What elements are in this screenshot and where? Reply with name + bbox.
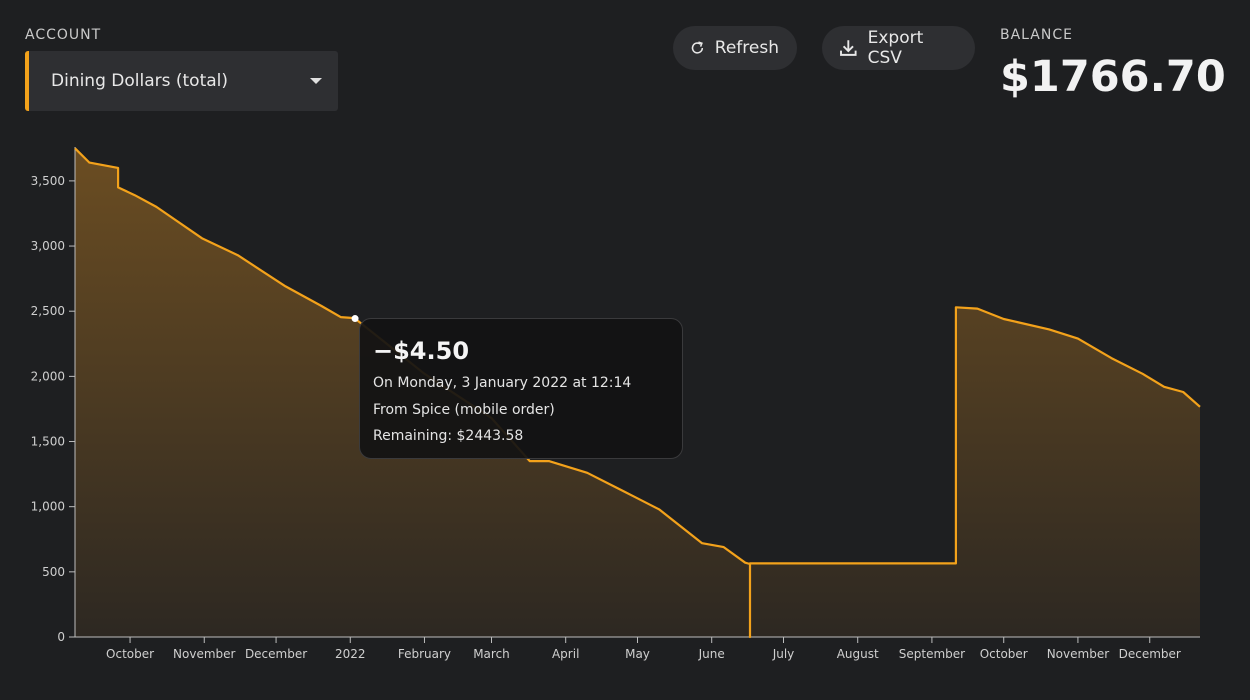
x-tick-label: February (398, 647, 451, 661)
tooltip-date: On Monday, 3 January 2022 at 12:14 (373, 375, 632, 391)
x-tick-label: May (625, 647, 650, 661)
y-tick-label: 1,000 (31, 500, 65, 514)
y-tick-label: 3,000 (31, 239, 65, 253)
y-tick-label: 2,500 (31, 304, 65, 318)
chevron-down-icon (310, 78, 322, 84)
y-tick-label: 2,000 (31, 369, 65, 383)
account-select[interactable]: Dining Dollars (total) (25, 51, 338, 111)
x-tick-label: September (899, 647, 965, 661)
balance-label: BALANCE (1000, 27, 1073, 43)
y-tick-label: 1,500 (31, 435, 65, 449)
x-tick-label: October (980, 647, 1028, 661)
account-label: ACCOUNT (25, 27, 102, 43)
x-tick-label: November (1047, 647, 1109, 661)
highlight-point (351, 315, 359, 323)
x-tick-label: November (173, 647, 235, 661)
x-tick-label: March (473, 647, 510, 661)
y-tick-label: 3,500 (31, 174, 65, 188)
balance-value: $1766.70 (1000, 52, 1226, 102)
export-csv-label: Export CSV (867, 28, 924, 68)
refresh-label: Refresh (714, 38, 779, 58)
x-tick-label: April (552, 647, 579, 661)
y-tick-label: 500 (42, 565, 65, 579)
download-icon (840, 40, 857, 56)
y-tick-label: 0 (57, 630, 65, 644)
balance-area (75, 148, 1200, 638)
x-tick-label: June (698, 647, 725, 661)
refresh-button[interactable]: Refresh (673, 26, 797, 70)
x-tick-label: August (837, 647, 879, 661)
transaction-tooltip: −$4.50 On Monday, 3 January 2022 at 12:1… (359, 318, 683, 459)
x-tick-label: July (772, 647, 795, 661)
x-tick-label: December (1119, 647, 1181, 661)
x-tick-label: 2022 (335, 647, 366, 661)
tooltip-merchant: From Spice (mobile order) (373, 402, 555, 418)
tooltip-amount: −$4.50 (373, 337, 470, 365)
x-tick-label: October (106, 647, 154, 661)
balance-line (74, 147, 1201, 639)
account-selected-value: Dining Dollars (total) (51, 71, 229, 91)
tooltip-remaining: Remaining: $2443.58 (373, 428, 524, 444)
export-csv-button[interactable]: Export CSV (822, 26, 975, 70)
x-tick-label: December (245, 647, 307, 661)
refresh-icon (691, 41, 704, 54)
